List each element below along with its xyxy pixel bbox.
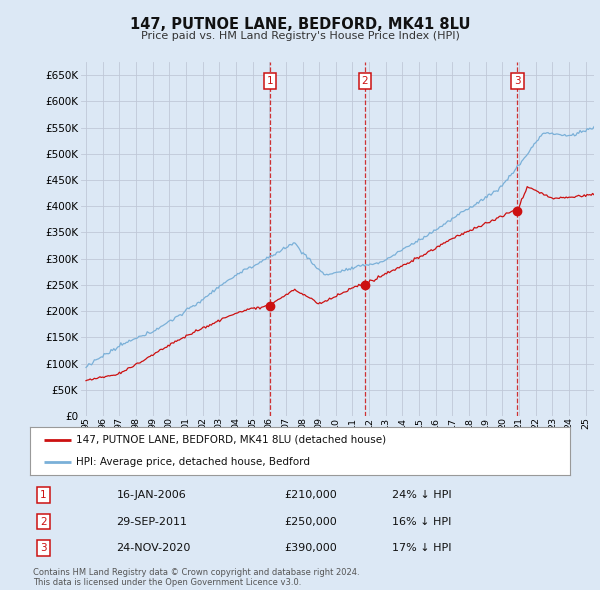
Text: 1: 1 <box>266 76 273 86</box>
Text: 2: 2 <box>40 517 47 526</box>
Text: 17% ↓ HPI: 17% ↓ HPI <box>392 543 451 553</box>
Text: 24-NOV-2020: 24-NOV-2020 <box>116 543 191 553</box>
Text: 2: 2 <box>362 76 368 86</box>
Text: 1: 1 <box>40 490 47 500</box>
Text: 24% ↓ HPI: 24% ↓ HPI <box>392 490 451 500</box>
Text: £250,000: £250,000 <box>284 517 337 526</box>
Text: Price paid vs. HM Land Registry's House Price Index (HPI): Price paid vs. HM Land Registry's House … <box>140 31 460 41</box>
Text: 3: 3 <box>514 76 521 86</box>
Text: 29-SEP-2011: 29-SEP-2011 <box>116 517 187 526</box>
Text: 16% ↓ HPI: 16% ↓ HPI <box>392 517 451 526</box>
Text: 147, PUTNOE LANE, BEDFORD, MK41 8LU (detached house): 147, PUTNOE LANE, BEDFORD, MK41 8LU (det… <box>76 435 386 445</box>
Text: 3: 3 <box>40 543 47 553</box>
Text: Contains HM Land Registry data © Crown copyright and database right 2024.
This d: Contains HM Land Registry data © Crown c… <box>33 568 359 587</box>
Text: 147, PUTNOE LANE, BEDFORD, MK41 8LU: 147, PUTNOE LANE, BEDFORD, MK41 8LU <box>130 17 470 31</box>
Text: £390,000: £390,000 <box>284 543 337 553</box>
Text: 16-JAN-2006: 16-JAN-2006 <box>116 490 186 500</box>
Text: £210,000: £210,000 <box>284 490 337 500</box>
Text: HPI: Average price, detached house, Bedford: HPI: Average price, detached house, Bedf… <box>76 457 310 467</box>
